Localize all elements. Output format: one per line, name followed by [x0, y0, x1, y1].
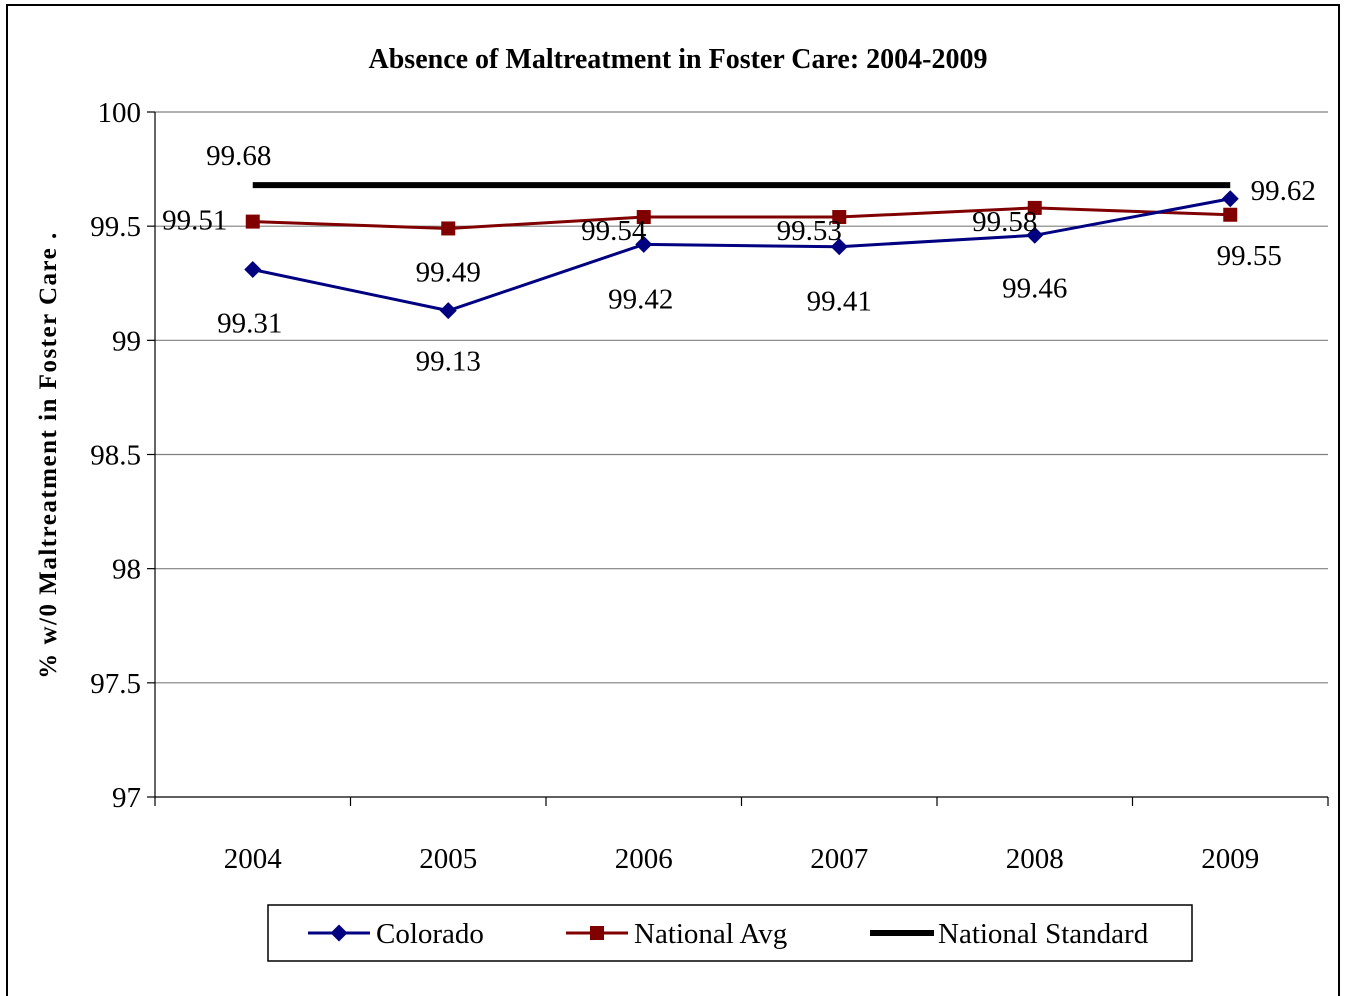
legend-colorado-label: Colorado [376, 918, 484, 950]
national-avg-point [441, 221, 456, 236]
data-label-colorado: 99.41 [807, 286, 872, 318]
y-tick-label: 100 [98, 97, 142, 129]
legend-colorado-marker [330, 924, 348, 942]
data-label-national-avg: 99.53 [777, 215, 842, 247]
gridlines [155, 111, 1328, 684]
national-avg-point [1223, 207, 1238, 222]
data-labels: 99.68 99.51 99.49 99.54 99.53 99.58 99.55 99.31… [162, 140, 1316, 378]
colorado-point [830, 238, 848, 256]
national-avg-point [1027, 200, 1042, 215]
legend: Colorado National Avg National Standard [308, 918, 1149, 950]
data-label-national-standard: 99.68 [206, 140, 271, 172]
x-tick-label: 2008 [1006, 843, 1064, 875]
y-tick-label: 97 [112, 782, 141, 814]
data-label-colorado: 99.46 [1002, 272, 1067, 304]
legend-national-standard-label: National Standard [938, 918, 1149, 950]
x-tick-label: 2004 [224, 843, 283, 875]
axes [147, 111, 1329, 806]
legend-national-avg-marker [590, 926, 604, 940]
chart-frame [6, 4, 1340, 996]
y-axis-label: % w/0 Maltreatment in Foster Care . [35, 231, 62, 679]
y-tick-label: 99.5 [90, 211, 141, 243]
colorado-point [1221, 190, 1239, 208]
legend-box [267, 904, 1193, 962]
x-tick-label: 2005 [419, 843, 477, 875]
y-tick-label: 97.5 [90, 668, 141, 700]
national-avg-line [252, 206, 1231, 230]
x-tick-label: 2006 [615, 843, 673, 875]
y-tick-labels: 97 97.5 98 98.5 99 99.5 100 [90, 97, 141, 814]
colorado-line [252, 197, 1231, 313]
y-tick-label: 99 [112, 325, 141, 357]
series [244, 182, 1239, 320]
colorado-point [1026, 226, 1044, 244]
y-tick-label: 98.5 [90, 440, 141, 472]
colorado-point [439, 302, 457, 320]
data-label-national-avg: 99.51 [162, 205, 227, 237]
data-label-national-avg: 99.58 [972, 206, 1037, 238]
colorado-point [244, 261, 262, 279]
data-label-colorado: 99.42 [608, 283, 673, 315]
colorado-point [635, 235, 653, 253]
data-label-national-avg: 99.55 [1217, 240, 1282, 272]
national-avg-point [832, 210, 847, 225]
data-label-colorado: 99.13 [416, 346, 481, 378]
y-tick-label: 98 [112, 554, 141, 586]
legend-national-avg-label: National Avg [634, 918, 787, 950]
x-tick-label: 2007 [810, 843, 868, 875]
data-label-colorado: 99.31 [217, 308, 282, 340]
x-tick-label: 2009 [1201, 843, 1259, 875]
chart-title: Absence of Maltreatment in Foster Care: … [369, 44, 988, 75]
x-tick-labels: 2004 2005 2006 2007 2008 2009 [224, 843, 1260, 875]
national-avg-point [636, 210, 651, 225]
data-label-national-avg: 99.49 [416, 256, 481, 288]
data-label-national-avg: 99.54 [581, 215, 647, 247]
national-avg-point [245, 214, 260, 229]
data-label-colorado: 99.62 [1251, 175, 1316, 207]
